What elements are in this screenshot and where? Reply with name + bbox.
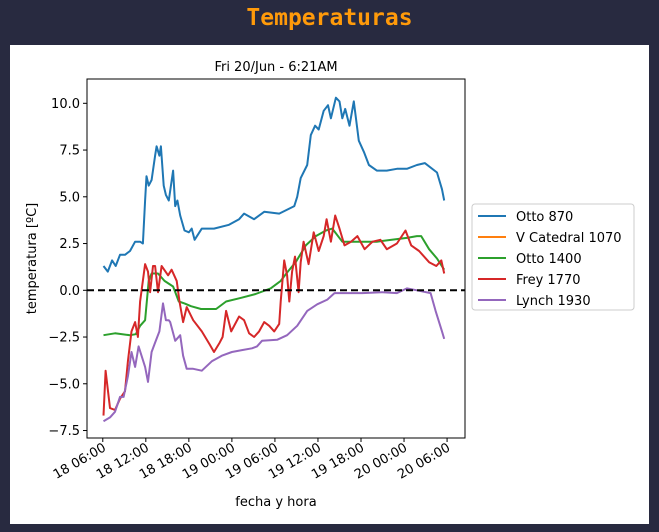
- x-axis-label: fecha y hora: [235, 495, 316, 510]
- legend-label: Otto 1400: [516, 252, 582, 267]
- legend-label: Otto 870: [516, 210, 573, 225]
- y-tick-label: 10.0: [51, 97, 80, 112]
- y-axis-label: temperatura [ºC]: [25, 203, 40, 314]
- y-tick-label: 2.5: [59, 237, 80, 252]
- page-title: Temperaturas: [246, 5, 413, 31]
- y-tick-label: −5.0: [48, 377, 80, 392]
- y-tick-label: −7.5: [48, 424, 80, 439]
- plot-frame: [86, 78, 466, 439]
- legend-box: [471, 203, 635, 311]
- legend-label: Frey 1770: [516, 273, 581, 288]
- series-line-otto-870: [102, 96, 446, 273]
- legend-label: V Catedral 1070: [516, 231, 622, 246]
- series-line-lynch-1930: [102, 287, 446, 423]
- y-tick-label: 7.5: [59, 144, 80, 159]
- y-tick-label: 5.0: [59, 190, 80, 205]
- chart-panel: Fri 20/Jun - 6:21AM 10.0 7.5 5.0 2.5 0.0 −2.5 −…: [10, 45, 649, 524]
- temperature-chart: Fri 20/Jun - 6:21AM 10.0 7.5 5.0 2.5 0.0 −2.5 −…: [25, 60, 635, 510]
- y-tick-label: −2.5: [48, 331, 80, 346]
- y-tick-label: 0.0: [59, 284, 80, 299]
- series-line-frey-1770: [102, 214, 446, 416]
- chart-title: Fri 20/Jun - 6:21AM: [214, 60, 337, 75]
- legend-label: Lynch 1930: [516, 294, 591, 309]
